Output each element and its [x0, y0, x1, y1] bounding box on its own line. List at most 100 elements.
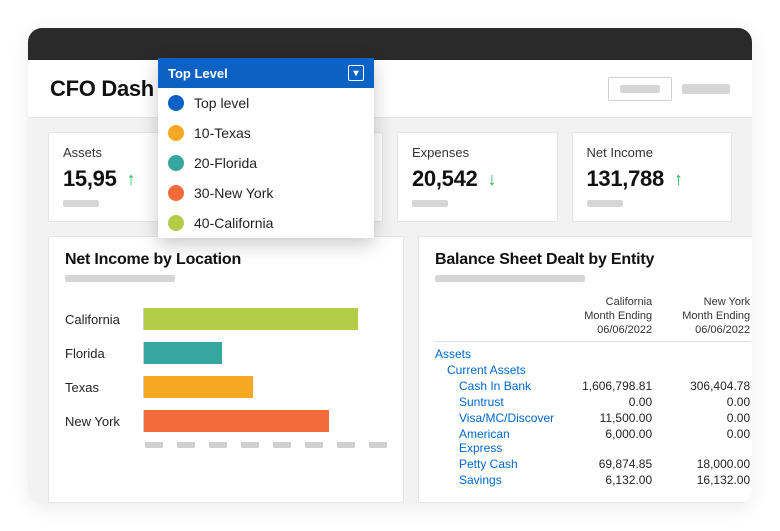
bar-track: [143, 308, 387, 330]
row-value: 6,000.00: [554, 427, 652, 455]
balance-sheet-row: Visa/MC/Discover11,500.000.00: [435, 410, 750, 426]
chart-bar-row: California: [65, 302, 387, 336]
chart-axis: [65, 442, 387, 448]
kpi-label: Net Income: [587, 145, 718, 160]
dropdown-option[interactable]: Top level: [158, 88, 374, 118]
axis-tick: [177, 442, 195, 448]
row-value: 69,874.85: [554, 457, 652, 471]
window-titlebar: [28, 28, 752, 60]
bar-fill: [144, 342, 222, 364]
dropdown-option-label: 30-New York: [194, 185, 273, 201]
bar-label: New York: [65, 414, 143, 429]
content-area: Assets15,95↑↑Expenses20,542↓Net Income13…: [28, 118, 752, 503]
panel-subtitle-placeholder: [65, 275, 175, 282]
axis-tick: [369, 442, 387, 448]
bar-label: Texas: [65, 380, 143, 395]
axis-tick: [337, 442, 355, 448]
app-window: CFO Dash Assets15,95↑↑Expenses20,542↓Net…: [28, 28, 752, 504]
dropdown-option-label: 40-California: [194, 215, 273, 231]
kpi-placeholder: [63, 200, 99, 207]
trend-up-icon: ↑: [674, 169, 683, 190]
axis-tick: [145, 442, 163, 448]
color-swatch-icon: [168, 155, 184, 171]
axis-tick: [209, 442, 227, 448]
balance-sheet-body: AssetsCurrent AssetsCash In Bank1,606,79…: [435, 346, 750, 488]
row-value: 306,404.78: [652, 379, 750, 393]
bar-fill: [144, 410, 329, 432]
row-value: 16,132.00: [652, 473, 750, 487]
balance-sheet-panel: Balance Sheet Dealt by Entity California…: [418, 236, 752, 503]
bar-label: Florida: [65, 346, 143, 361]
chart-bar-row: Florida: [65, 336, 387, 370]
row-value: 18,000.00: [652, 457, 750, 471]
row-value: 11,500.00: [554, 411, 652, 425]
row-name[interactable]: Suntrust: [435, 395, 554, 409]
balance-sheet-col-header: New YorkMonth Ending06/06/2022: [652, 296, 750, 337]
balance-sheet-row: Current Assets: [435, 362, 750, 378]
panel-subtitle-placeholder: [435, 275, 585, 282]
kpi-placeholder: [587, 200, 623, 207]
row-name[interactable]: Visa/MC/Discover: [435, 411, 554, 425]
chevron-down-icon: ▾: [348, 65, 364, 81]
header-button-1[interactable]: [608, 77, 672, 101]
row-value: 0.00: [652, 395, 750, 409]
net-income-panel: Net Income by Location California Florida…: [48, 236, 404, 503]
location-dropdown[interactable]: Top Level ▾ Top level 10-Texas 20-Florida 3…: [158, 58, 374, 238]
row-name[interactable]: Current Assets: [435, 363, 554, 377]
header-actions: [608, 77, 730, 101]
axis-tick: [273, 442, 291, 448]
bar-fill: [144, 376, 253, 398]
dropdown-option[interactable]: 20-Florida: [158, 148, 374, 178]
kpi-label: Expenses: [412, 145, 543, 160]
dropdown-option-label: 20-Florida: [194, 155, 257, 171]
header-bar: CFO Dash: [28, 60, 752, 118]
kpi-placeholder: [412, 200, 448, 207]
row-value: 6,132.00: [554, 473, 652, 487]
row-value: [554, 347, 652, 361]
page-title: CFO Dash: [50, 76, 154, 102]
dropdown-selected[interactable]: Top Level ▾: [158, 58, 374, 88]
row-value: [554, 363, 652, 377]
balance-sheet-row: Cash In Bank1,606,798.81306,404.78: [435, 378, 750, 394]
row-value: [652, 347, 750, 361]
bar-label: California: [65, 312, 143, 327]
axis-tick: [305, 442, 323, 448]
dropdown-option[interactable]: 40-California: [158, 208, 374, 238]
balance-sheet-col-header: CaliforniaMonth Ending06/06/2022: [554, 296, 652, 337]
row-name[interactable]: Petty Cash: [435, 457, 554, 471]
dropdown-option-label: 10-Texas: [194, 125, 251, 141]
row-value: 0.00: [554, 395, 652, 409]
row-name[interactable]: American Express: [435, 427, 554, 455]
panels-row: Net Income by Location California Florida…: [48, 236, 732, 503]
color-swatch-icon: [168, 185, 184, 201]
row-name[interactable]: Assets: [435, 347, 554, 361]
balance-sheet-row: Suntrust0.000.00: [435, 394, 750, 410]
row-name[interactable]: Cash In Bank: [435, 379, 554, 393]
balance-sheet-title: Balance Sheet Dealt by Entity: [435, 251, 750, 269]
axis-tick: [241, 442, 259, 448]
kpi-value: 15,95: [63, 166, 117, 192]
kpi-card: Net Income131,788↑: [572, 132, 733, 222]
balance-sheet-row: Savings6,132.0016,132.00: [435, 472, 750, 488]
row-value: 1,606,798.81: [554, 379, 652, 393]
kpi-value: 20,542: [412, 166, 478, 192]
row-name[interactable]: Savings: [435, 473, 554, 487]
balance-sheet-row: American Express6,000.000.00: [435, 426, 750, 456]
net-income-title: Net Income by Location: [65, 251, 387, 269]
net-income-chart: California Florida Texas New York: [65, 302, 387, 448]
dropdown-option[interactable]: 30-New York: [158, 178, 374, 208]
dropdown-option[interactable]: 10-Texas: [158, 118, 374, 148]
balance-sheet-header: CaliforniaMonth Ending06/06/2022New York…: [435, 296, 750, 342]
dropdown-selected-label: Top Level: [168, 66, 228, 81]
balance-sheet-row: Petty Cash69,874.8518,000.00: [435, 456, 750, 472]
kpi-card: Expenses20,542↓: [397, 132, 558, 222]
header-button-2[interactable]: [682, 84, 730, 94]
color-swatch-icon: [168, 215, 184, 231]
kpi-row: Assets15,95↑↑Expenses20,542↓Net Income13…: [48, 132, 732, 222]
color-swatch-icon: [168, 125, 184, 141]
bar-fill: [144, 308, 358, 330]
bar-track: [143, 410, 387, 432]
bar-track: [143, 376, 387, 398]
dropdown-option-label: Top level: [194, 95, 249, 111]
chart-bar-row: New York: [65, 404, 387, 438]
